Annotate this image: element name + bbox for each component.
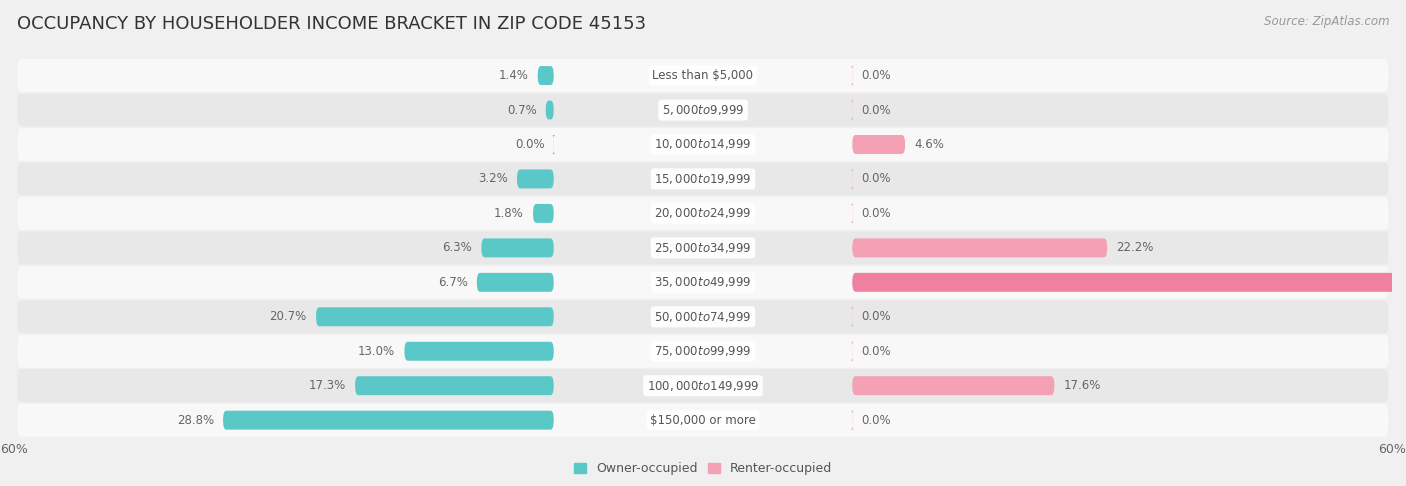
FancyBboxPatch shape	[17, 335, 1389, 368]
Text: 4.6%: 4.6%	[914, 138, 945, 151]
Text: 17.3%: 17.3%	[309, 379, 346, 392]
FancyBboxPatch shape	[17, 231, 1389, 264]
FancyBboxPatch shape	[546, 101, 554, 120]
FancyBboxPatch shape	[224, 411, 554, 430]
FancyBboxPatch shape	[517, 170, 554, 189]
Text: 22.2%: 22.2%	[1116, 242, 1154, 254]
FancyBboxPatch shape	[17, 300, 1389, 333]
Text: 0.0%: 0.0%	[862, 69, 891, 82]
FancyBboxPatch shape	[17, 369, 1389, 402]
Legend: Owner-occupied, Renter-occupied: Owner-occupied, Renter-occupied	[568, 457, 838, 481]
FancyBboxPatch shape	[17, 266, 1389, 299]
FancyBboxPatch shape	[851, 342, 853, 361]
FancyBboxPatch shape	[481, 239, 554, 258]
Text: OCCUPANCY BY HOUSEHOLDER INCOME BRACKET IN ZIP CODE 45153: OCCUPANCY BY HOUSEHOLDER INCOME BRACKET …	[17, 15, 645, 33]
Text: $20,000 to $24,999: $20,000 to $24,999	[654, 207, 752, 220]
Text: 0.0%: 0.0%	[862, 207, 891, 220]
Text: 6.7%: 6.7%	[437, 276, 468, 289]
Text: 1.4%: 1.4%	[499, 69, 529, 82]
Text: 0.0%: 0.0%	[862, 104, 891, 117]
Text: 3.2%: 3.2%	[478, 173, 508, 186]
Text: 0.0%: 0.0%	[862, 310, 891, 323]
FancyBboxPatch shape	[852, 376, 1054, 395]
FancyBboxPatch shape	[852, 135, 905, 154]
Text: $50,000 to $74,999: $50,000 to $74,999	[654, 310, 752, 324]
FancyBboxPatch shape	[851, 66, 853, 85]
FancyBboxPatch shape	[553, 135, 555, 154]
Text: 0.0%: 0.0%	[862, 345, 891, 358]
FancyBboxPatch shape	[17, 197, 1389, 230]
Text: 0.0%: 0.0%	[515, 138, 544, 151]
FancyBboxPatch shape	[17, 93, 1389, 126]
Text: 13.0%: 13.0%	[359, 345, 395, 358]
Text: 0.0%: 0.0%	[862, 414, 891, 427]
FancyBboxPatch shape	[851, 307, 853, 326]
Text: $150,000 or more: $150,000 or more	[650, 414, 756, 427]
Text: 20.7%: 20.7%	[270, 310, 307, 323]
Text: Less than $5,000: Less than $5,000	[652, 69, 754, 82]
FancyBboxPatch shape	[851, 101, 853, 120]
Text: $75,000 to $99,999: $75,000 to $99,999	[654, 344, 752, 358]
FancyBboxPatch shape	[17, 404, 1389, 437]
FancyBboxPatch shape	[537, 66, 554, 85]
FancyBboxPatch shape	[405, 342, 554, 361]
Text: $5,000 to $9,999: $5,000 to $9,999	[662, 103, 744, 117]
FancyBboxPatch shape	[851, 411, 853, 430]
FancyBboxPatch shape	[851, 170, 853, 189]
FancyBboxPatch shape	[477, 273, 554, 292]
FancyBboxPatch shape	[852, 273, 1406, 292]
Text: 6.3%: 6.3%	[443, 242, 472, 254]
Text: Source: ZipAtlas.com: Source: ZipAtlas.com	[1264, 15, 1389, 28]
Text: $15,000 to $19,999: $15,000 to $19,999	[654, 172, 752, 186]
FancyBboxPatch shape	[851, 204, 853, 223]
FancyBboxPatch shape	[316, 307, 554, 326]
FancyBboxPatch shape	[17, 128, 1389, 161]
Text: 0.0%: 0.0%	[862, 173, 891, 186]
Text: $35,000 to $49,999: $35,000 to $49,999	[654, 276, 752, 289]
FancyBboxPatch shape	[356, 376, 554, 395]
Text: 17.6%: 17.6%	[1063, 379, 1101, 392]
FancyBboxPatch shape	[852, 239, 1107, 258]
Text: 0.7%: 0.7%	[506, 104, 537, 117]
FancyBboxPatch shape	[17, 59, 1389, 92]
Text: 1.8%: 1.8%	[494, 207, 524, 220]
Text: 28.8%: 28.8%	[177, 414, 214, 427]
Text: $100,000 to $149,999: $100,000 to $149,999	[647, 379, 759, 393]
FancyBboxPatch shape	[17, 162, 1389, 195]
Text: $25,000 to $34,999: $25,000 to $34,999	[654, 241, 752, 255]
Text: $10,000 to $14,999: $10,000 to $14,999	[654, 138, 752, 152]
FancyBboxPatch shape	[533, 204, 554, 223]
